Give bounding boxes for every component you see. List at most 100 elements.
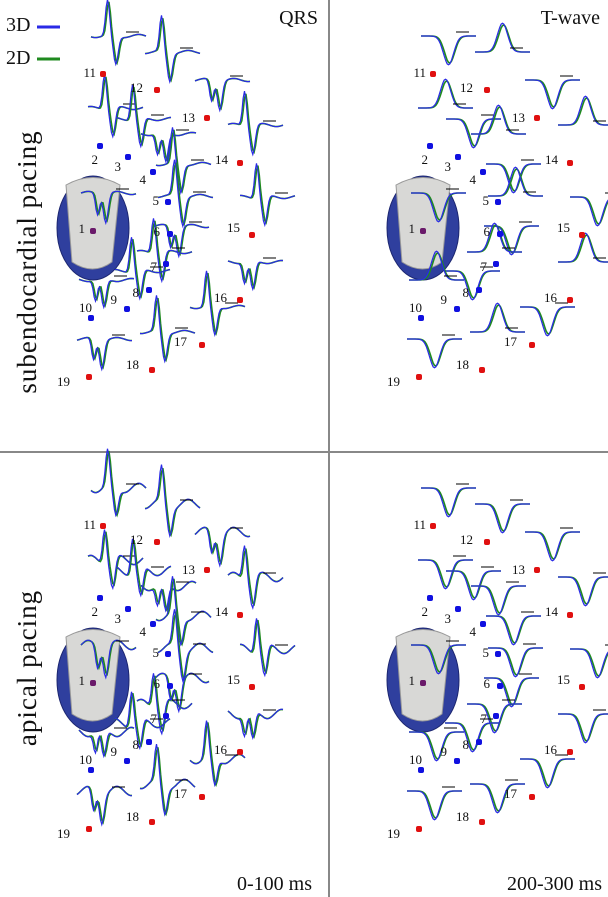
trace-3d bbox=[157, 609, 214, 683]
electrode-label: 17 bbox=[174, 786, 188, 801]
electrode-dot bbox=[430, 71, 436, 77]
electrode-label: 2 bbox=[92, 604, 99, 619]
electrode-label: 14 bbox=[545, 604, 559, 619]
electrode-label: 15 bbox=[557, 672, 570, 687]
trace-3d bbox=[80, 639, 137, 680]
electrode-label: 4 bbox=[470, 624, 477, 639]
electrode-label: 10 bbox=[409, 300, 422, 315]
trace-3d bbox=[467, 703, 522, 734]
electrode-label: 14 bbox=[545, 152, 559, 167]
trace-2d bbox=[570, 648, 608, 677]
electrode-label: 9 bbox=[441, 744, 448, 759]
trace-3d bbox=[76, 785, 132, 827]
trace-3d bbox=[446, 118, 501, 149]
trace-3d bbox=[445, 722, 500, 753]
heart-inner bbox=[65, 177, 121, 270]
electrode-label: 2 bbox=[92, 152, 99, 167]
trace-2d bbox=[227, 548, 284, 607]
trace-3d bbox=[484, 677, 539, 708]
electrode-label: 5 bbox=[483, 645, 490, 660]
trace-3d bbox=[114, 691, 171, 751]
trace-3d bbox=[558, 95, 608, 126]
trace-3d bbox=[409, 250, 464, 281]
trace-2d bbox=[558, 713, 608, 742]
electrode-label: 5 bbox=[153, 193, 160, 208]
trace-3d bbox=[240, 163, 296, 228]
electrode-label: 18 bbox=[456, 809, 469, 824]
trace-3d bbox=[153, 223, 210, 259]
electrode-dot bbox=[249, 232, 255, 238]
electrode-dot bbox=[479, 819, 485, 825]
electrode-dot bbox=[88, 315, 94, 321]
electrode-dot bbox=[416, 826, 422, 832]
trace-3d bbox=[139, 295, 196, 364]
trace-3d bbox=[421, 35, 476, 66]
electrode-label: 2 bbox=[422, 604, 429, 619]
electrode-label: 19 bbox=[57, 826, 70, 841]
legend-label: 2D bbox=[6, 47, 30, 69]
electrode-dot bbox=[97, 595, 103, 601]
electrode-label: 7 bbox=[481, 711, 488, 726]
trace-3d bbox=[407, 790, 462, 821]
trace-3d bbox=[227, 545, 284, 610]
trace-3d bbox=[411, 192, 466, 223]
time-window: 200-300 ms bbox=[507, 873, 602, 895]
trace-2d bbox=[407, 790, 462, 819]
trace-3d bbox=[475, 503, 530, 534]
trace-2d bbox=[486, 615, 541, 644]
electrode-label: 6 bbox=[484, 224, 491, 239]
electrode-label: 16 bbox=[544, 742, 558, 757]
electrode-dot bbox=[495, 651, 501, 657]
electrode-label: 5 bbox=[483, 193, 490, 208]
electrode-dot bbox=[163, 713, 169, 719]
electrode-label: 18 bbox=[126, 357, 139, 372]
electrode-dot bbox=[534, 567, 540, 573]
electrode-label: 3 bbox=[115, 611, 122, 626]
electrode-label: 8 bbox=[133, 737, 140, 752]
electrode-label: 10 bbox=[79, 752, 92, 767]
electrode-dot bbox=[476, 287, 482, 293]
electrode-label: 11 bbox=[413, 65, 426, 80]
electrode-label: 6 bbox=[484, 676, 491, 691]
trace-3d bbox=[78, 726, 135, 759]
electrode-dot bbox=[480, 621, 486, 627]
electrode-dot bbox=[125, 606, 131, 612]
trace-3d bbox=[78, 277, 135, 310]
electrode-dot bbox=[427, 143, 433, 149]
electrode-dot bbox=[167, 231, 173, 237]
electrode-label: 17 bbox=[504, 786, 518, 801]
trace-3d bbox=[115, 538, 172, 598]
trace-3d bbox=[140, 131, 197, 164]
electrode-label: 11 bbox=[83, 65, 96, 80]
electrode-label: 1 bbox=[409, 221, 416, 236]
electrode-dot bbox=[154, 539, 160, 545]
electrode-label: 14 bbox=[215, 152, 229, 167]
electrode-dot bbox=[455, 606, 461, 612]
electrode-label: 8 bbox=[463, 737, 470, 752]
electrode-dot bbox=[237, 612, 243, 618]
electrode-label: 12 bbox=[130, 532, 143, 547]
trace-3d bbox=[140, 580, 197, 613]
trace-3d bbox=[520, 758, 575, 789]
trace-3d bbox=[520, 306, 575, 337]
electrode-dot bbox=[493, 713, 499, 719]
trace-3d bbox=[570, 648, 608, 679]
trace-3d bbox=[488, 647, 543, 678]
electrode-dot bbox=[529, 342, 535, 348]
electrode-dot bbox=[146, 739, 152, 745]
electrode-dot bbox=[100, 71, 106, 77]
trace-3d bbox=[87, 529, 144, 591]
trace-3d bbox=[157, 159, 214, 229]
time-window: 0-100 ms bbox=[237, 873, 312, 895]
trace-3d bbox=[115, 84, 172, 149]
electrode-label: 16 bbox=[214, 742, 228, 757]
electrode-label: 1 bbox=[79, 221, 86, 236]
electrode-label: 7 bbox=[151, 711, 158, 726]
trace-2d bbox=[486, 163, 541, 192]
electrode-label: 5 bbox=[153, 645, 160, 660]
trace-3d bbox=[409, 731, 464, 762]
trace-3d bbox=[421, 487, 476, 518]
electrode-label: 13 bbox=[182, 562, 195, 577]
trace-2d bbox=[421, 487, 476, 516]
electrode-dot bbox=[479, 367, 485, 373]
